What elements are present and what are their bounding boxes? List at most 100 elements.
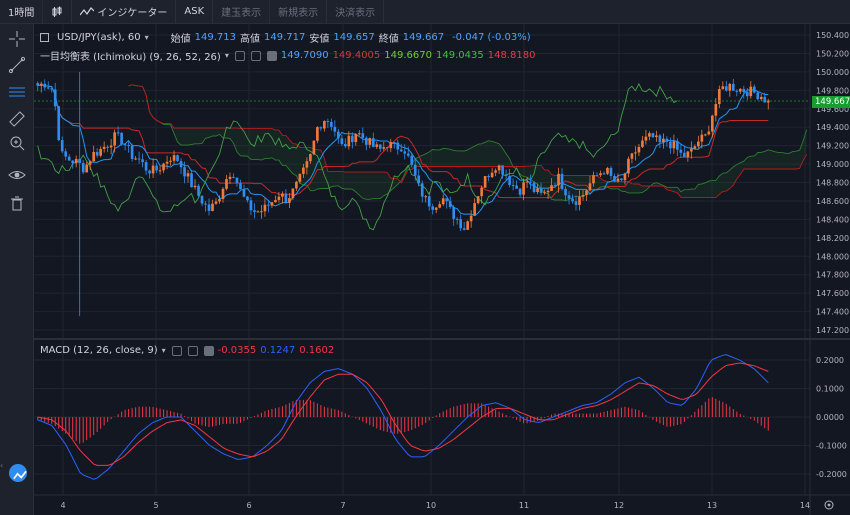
visibility-toggle-icon[interactable] [234,50,245,61]
candle-body [95,152,99,156]
horizontal-lines-icon[interactable] [6,81,28,103]
candle-body [291,188,295,199]
time-tick-label: 11 [519,501,529,510]
candle-body [728,83,732,91]
time-axis[interactable]: 4 5 6 7 10 11 12 13 14 [60,501,810,510]
ask-button[interactable]: ASK [176,0,214,24]
candle-body [403,151,407,154]
candle-body [511,185,515,187]
candle-body [711,115,714,132]
settings-icon[interactable] [250,50,261,61]
candle-body [717,89,721,104]
close-icon[interactable] [266,50,277,61]
candle-body [113,132,116,146]
trash-icon[interactable] [6,192,28,214]
candle-body [50,88,54,90]
chart-type-button[interactable] [43,0,73,24]
price-tick-label: 147.600 [816,289,849,298]
indicators-button[interactable]: インジケーター [72,0,177,24]
price-tick-label: 149.200 [816,142,849,151]
visibility-toggle-icon[interactable] [171,345,182,356]
candle-body [169,160,172,162]
candle-body [714,103,718,116]
candle-body [473,203,476,216]
candle-body [176,155,179,162]
candle-body [211,203,214,211]
candle-body [260,211,263,213]
candle-body [672,141,676,149]
ruler-icon[interactable] [6,108,28,130]
candle-body [319,127,323,129]
eye-icon[interactable] [6,164,28,186]
close-icon[interactable] [203,345,214,356]
timeframe-button[interactable]: 1時間 [0,0,44,24]
candle-body [476,196,480,204]
new-order-display-button[interactable]: 新規表示 [270,0,328,24]
ichimoku-label[interactable]: 一目均衡表 (Ichimoku) (9, 26, 52, 26) [40,52,221,63]
candle-body [85,164,89,173]
candle-body [704,134,707,136]
candle-body [581,195,585,197]
collapse-legend-icon[interactable] [40,33,49,42]
macd-axis[interactable]: 0.2000 0.1000 0.0000 -0.1000 -0.2000 [816,356,847,479]
trend-line-icon[interactable] [6,54,28,76]
candle-body [662,138,665,143]
candle-body [323,121,326,129]
chevron-down-icon[interactable]: ▾ [144,33,149,42]
chevron-down-icon[interactable]: ▾ [161,346,166,355]
candle-body [183,167,186,177]
time-tick-label: 13 [707,501,717,510]
candle-body [679,149,683,153]
candle-body [116,132,120,134]
position-display-button[interactable]: 建玉表示 [213,0,271,24]
symbol-label[interactable]: USD/JPY(ask), 60 [57,32,141,43]
settings-icon[interactable] [187,345,198,356]
candle-body [560,173,564,189]
candle-body [221,188,225,199]
change-value: -0.047 (-0.03%) [452,32,531,43]
candle-body [637,146,641,153]
candle-body [686,151,690,158]
drawing-toolbar: ‹ [0,24,34,515]
candle-body [759,96,763,100]
candle-body [102,146,106,149]
candle-body [253,210,256,212]
candle-body [431,206,435,210]
candle-body [235,177,239,184]
candle-body [543,192,546,194]
candle-body [721,86,725,90]
candle-body [214,201,218,204]
price-axis[interactable]: 150.400 150.200 150.000 149.800 149.600 149.4… [816,31,849,335]
settlement-display-button[interactable]: 決済表示 [327,0,385,24]
candle-body [406,153,410,156]
zoom-in-icon[interactable] [6,132,28,154]
candle-body [354,134,358,143]
macd-tick-label: 0.0000 [816,413,844,422]
candle-body [553,185,557,187]
candle-body [350,135,354,143]
candle-body [438,204,442,208]
price-tick-label: 148.600 [816,197,849,206]
candle-body [641,140,644,147]
candle-body [410,155,414,165]
candle-body [469,215,473,222]
candle-body [267,204,270,206]
candle-body [186,173,190,177]
candle-body [239,183,242,190]
macd-label[interactable]: MACD (12, 26, close, 9) [40,345,158,356]
candle-body [445,198,449,202]
chart-canvas[interactable]: 150.400 150.200 150.000 149.800 149.600 149.4… [34,24,850,515]
candle-body [550,185,553,191]
chevron-down-icon[interactable]: ▾ [224,51,229,60]
candle-body [616,178,620,182]
collapse-chevron-icon[interactable]: ‹ [0,461,4,470]
candle-body [567,195,571,199]
candle-body [669,141,672,149]
time-tick-label: 6 [246,501,251,510]
ichimoku-lines [37,82,808,231]
candle-body [172,155,176,161]
chart-settings-icon[interactable] [824,500,834,510]
crosshair-icon[interactable] [6,28,28,50]
price-tick-label: 147.400 [816,308,849,317]
candle-body [333,126,337,132]
